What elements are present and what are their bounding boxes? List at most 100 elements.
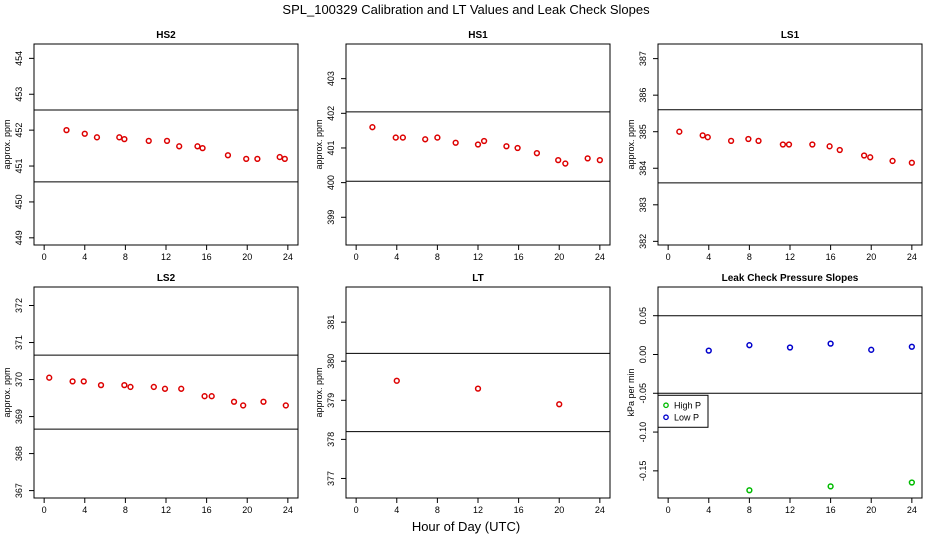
legend-box <box>657 394 709 428</box>
data-point-series <box>704 134 711 141</box>
data-point-series <box>194 143 201 150</box>
data-point-high-p <box>746 487 753 494</box>
data-point-series <box>533 150 541 157</box>
data-point-series <box>281 155 288 163</box>
data-point-series <box>785 141 793 148</box>
legend-label: High P <box>674 400 701 410</box>
y-tick-label: -0.05 <box>638 383 648 404</box>
data-point-series <box>81 130 88 137</box>
x-tick-label: 4 <box>394 252 399 262</box>
x-tick-label: 8 <box>123 505 128 515</box>
y-tick-label: 403 <box>326 71 336 86</box>
y-tick-label: -0.15 <box>638 461 648 482</box>
y-tick-label: 386 <box>638 88 648 103</box>
x-tick-label: 20 <box>242 505 252 515</box>
x-tick-label: 16 <box>826 252 836 262</box>
x-tick-label: 16 <box>514 505 524 515</box>
data-point-series <box>121 381 128 389</box>
data-point-series <box>503 143 510 150</box>
data-point-low-p <box>786 344 794 351</box>
x-tick-label: 20 <box>866 252 876 262</box>
data-point-series <box>176 143 183 150</box>
y-tick-label: 379 <box>326 393 336 408</box>
plot-frame <box>33 286 299 499</box>
x-axis-label: Hour of Day (UTC) <box>412 519 520 534</box>
data-point-series <box>163 137 171 145</box>
data-point-series <box>474 141 482 148</box>
data-point-series <box>584 155 591 162</box>
data-point-series <box>46 374 53 381</box>
y-tick-label: 454 <box>14 51 24 66</box>
x-tick-label: 16 <box>826 505 836 515</box>
data-point-series <box>452 139 459 146</box>
x-tick-label: 4 <box>706 505 711 515</box>
x-tick-label: 0 <box>354 252 359 262</box>
panels: HS2 0 4 8 12 16 20 24 449 450 451 452 453 454 approx. … <box>2 30 923 515</box>
data-point-series <box>260 398 267 405</box>
data-point-series <box>127 383 134 391</box>
data-point-series <box>63 126 70 134</box>
x-tick-label: 20 <box>554 505 564 515</box>
data-point-series <box>145 137 152 145</box>
data-point-series <box>908 159 915 166</box>
x-tick-label: 4 <box>82 505 87 515</box>
x-tick-label: 24 <box>907 252 917 262</box>
y-axis-label: approx. ppm <box>314 367 324 417</box>
data-point-series <box>867 154 874 161</box>
x-tick-label: 4 <box>706 252 711 262</box>
y-axis-label: kPa per min <box>626 368 636 416</box>
y-tick-label: 399 <box>326 210 336 225</box>
panel-title: LS2 <box>157 273 176 284</box>
x-tick-label: 0 <box>42 505 47 515</box>
y-tick-label: 452 <box>14 123 24 138</box>
data-point-series <box>514 144 521 152</box>
plot-frame <box>657 43 923 246</box>
y-tick-label: 401 <box>326 140 336 155</box>
data-point-series <box>555 156 562 164</box>
data-point-series <box>393 377 400 384</box>
y-tick-label: 369 <box>14 409 24 424</box>
plot-frame <box>657 286 923 499</box>
data-point-low-p <box>746 342 753 349</box>
x-tick-label: 4 <box>394 505 399 515</box>
data-point-series <box>97 381 105 389</box>
data-point-series <box>434 134 441 141</box>
data-point-series <box>243 155 250 163</box>
data-point-series <box>809 141 816 148</box>
data-point-series <box>596 156 603 164</box>
data-point-series <box>562 160 569 167</box>
x-tick-label: 0 <box>666 252 671 262</box>
y-tick-label: 384 <box>638 161 648 176</box>
x-tick-label: 8 <box>747 505 752 515</box>
legend-marker <box>663 414 669 421</box>
x-tick-label: 24 <box>283 252 293 262</box>
y-tick-label: 385 <box>638 124 648 139</box>
y-tick-label: 382 <box>638 234 648 249</box>
x-tick-label: 12 <box>473 252 483 262</box>
x-tick-label: 4 <box>82 252 87 262</box>
data-point-series <box>178 385 185 392</box>
data-point-series <box>276 153 283 161</box>
x-tick-label: 8 <box>435 252 440 262</box>
y-axis-label: approx. ppm <box>626 119 636 169</box>
data-point-series <box>80 378 87 385</box>
main-title: SPL_100329 Calibration and LT Values and… <box>282 2 650 17</box>
data-point-series <box>480 137 488 145</box>
y-axis-label: approx. ppm <box>2 119 12 169</box>
y-tick-label: 449 <box>14 230 24 245</box>
y-tick-label: 451 <box>14 159 24 174</box>
data-point-series <box>860 152 868 159</box>
panel-1: HS2 0 4 8 12 16 20 24 449 450 451 452 453 454 approx. … <box>2 30 299 262</box>
data-point-series <box>556 401 563 408</box>
data-point-series <box>699 132 706 139</box>
y-tick-label: 450 <box>14 194 24 209</box>
panel-title: LT <box>472 273 483 284</box>
x-tick-label: 20 <box>554 252 564 262</box>
y-tick-label: 0.05 <box>638 307 648 325</box>
panel-title: HS2 <box>156 30 176 41</box>
x-tick-label: 20 <box>866 505 876 515</box>
panel-title: HS1 <box>468 30 488 41</box>
data-point-high-p <box>908 479 915 486</box>
data-point-series <box>201 393 208 400</box>
data-point-low-p <box>827 340 834 347</box>
